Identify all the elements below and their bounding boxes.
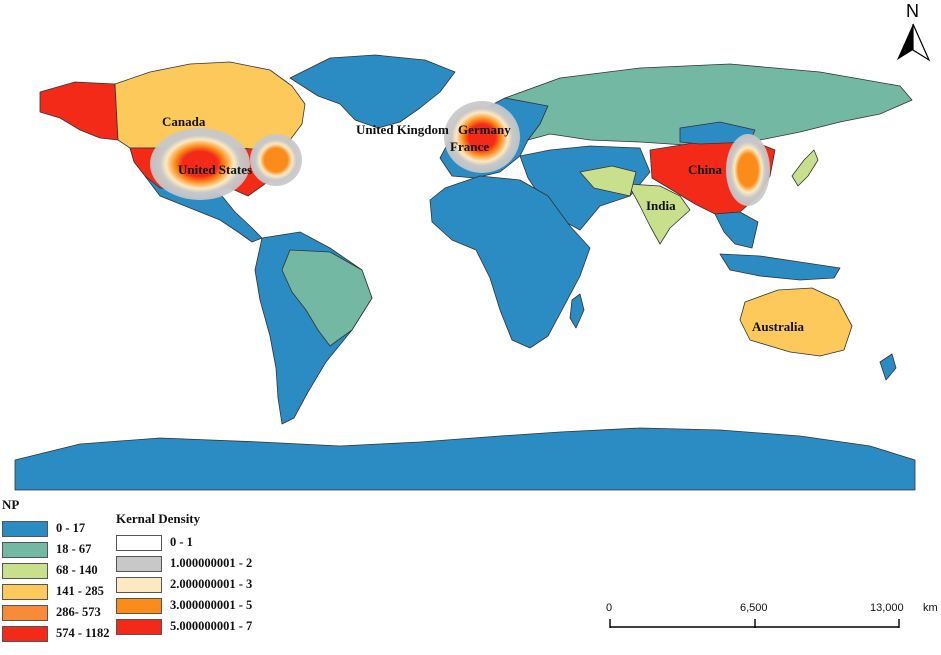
- kd-legend-label: 1.000000001 - 2: [170, 556, 253, 570]
- np-legend-label: 68 - 140: [56, 563, 98, 577]
- kd-legend-item: 3.000000001 - 5: [116, 595, 252, 616]
- scale-bar: [609, 619, 900, 628]
- scale-unit: km: [923, 602, 938, 614]
- label-india: India: [646, 198, 676, 213]
- np-legend-item: 141 - 285: [2, 581, 109, 602]
- np-legend-item: 18 - 67: [2, 539, 109, 560]
- np-legend-swatch: [2, 541, 48, 558]
- kd-legend-label: 3.000000001 - 5: [170, 598, 253, 612]
- kd-legend-label: 5.000000001 - 7: [170, 619, 253, 633]
- label-australia: Australia: [752, 319, 805, 334]
- country-greenland: [289, 54, 456, 129]
- np-legend-label: 574 - 1182: [56, 626, 110, 640]
- region-southeast-asia: [714, 211, 759, 249]
- country-russia: [504, 63, 913, 147]
- np-legend-swatch: [2, 520, 48, 537]
- kd-legend-swatch: [116, 555, 162, 572]
- country-madagascar: [569, 293, 585, 329]
- scale-tick-13000: 13,000: [870, 602, 904, 614]
- np-legend-item: 574 - 1182: [2, 623, 109, 644]
- kd-legend-swatch: [116, 576, 162, 593]
- np-legend-label: 286- 573: [56, 605, 101, 619]
- np-legend-swatch: [2, 625, 48, 642]
- north-arrow-icon: N: [897, 1, 931, 62]
- country-brazil: [281, 249, 373, 347]
- density-europe: [444, 101, 520, 173]
- scale-tick-0: 0: [606, 602, 613, 614]
- continent-antarctica: [14, 427, 916, 491]
- kd-legend-label: 2.000000001 - 3: [170, 577, 253, 591]
- kd-legend-item: 5.000000001 - 7: [116, 616, 252, 637]
- density-china: [726, 134, 770, 206]
- label-germany: Germany: [458, 122, 511, 137]
- np-legend-label: 18 - 67: [56, 542, 92, 556]
- np-legend-title: NP: [2, 497, 20, 512]
- np-legend-label: 0 - 17: [56, 521, 86, 535]
- label-canada: Canada: [162, 114, 206, 129]
- country-japan: [791, 149, 819, 187]
- np-legend-swatch: [2, 583, 48, 600]
- label-france: France: [450, 139, 489, 154]
- kd-legend-label: 0 - 1: [170, 535, 193, 549]
- label-united-states: United States: [178, 162, 252, 177]
- kd-legend-swatch: [116, 597, 162, 614]
- country-alaska: [39, 81, 119, 141]
- np-legend-swatch: [2, 562, 48, 579]
- kd-legend-title: Kernal Density: [116, 511, 201, 526]
- kd-legend-item: 2.000000001 - 3: [116, 574, 252, 595]
- np-legend: NP 0 - 17 18 - 67 68 - 140 141 - 285 286- 57…: [2, 497, 109, 644]
- svg-text:N: N: [906, 1, 919, 21]
- np-legend-item: 286- 573: [2, 602, 109, 623]
- country-india: [627, 183, 691, 245]
- density-us-west: [150, 128, 250, 200]
- density-us-east: [250, 134, 302, 186]
- continent-africa: [429, 175, 591, 349]
- np-legend-item: 0 - 17: [2, 518, 109, 539]
- kd-legend-item: 1.000000001 - 2: [116, 553, 252, 574]
- country-indonesia: [719, 253, 841, 281]
- country-new-zealand: [879, 353, 897, 381]
- kernel-density-legend: Kernal Density 0 - 1 1.000000001 - 2 2.000…: [116, 511, 252, 637]
- kernel-density-layer: [150, 101, 770, 206]
- np-legend-swatch: [2, 604, 48, 621]
- kd-legend-item: 0 - 1: [116, 532, 252, 553]
- country-australia: [739, 287, 853, 357]
- np-legend-item: 68 - 140: [2, 560, 109, 581]
- scale-tick-6500: 6,500: [740, 602, 768, 614]
- kd-legend-swatch: [116, 534, 162, 551]
- np-legend-label: 141 - 285: [56, 584, 104, 598]
- kd-legend-swatch: [116, 618, 162, 635]
- label-united-kingdom: United Kingdom: [356, 122, 449, 137]
- label-china: China: [688, 162, 722, 177]
- region-iran-pakistan: [579, 165, 637, 197]
